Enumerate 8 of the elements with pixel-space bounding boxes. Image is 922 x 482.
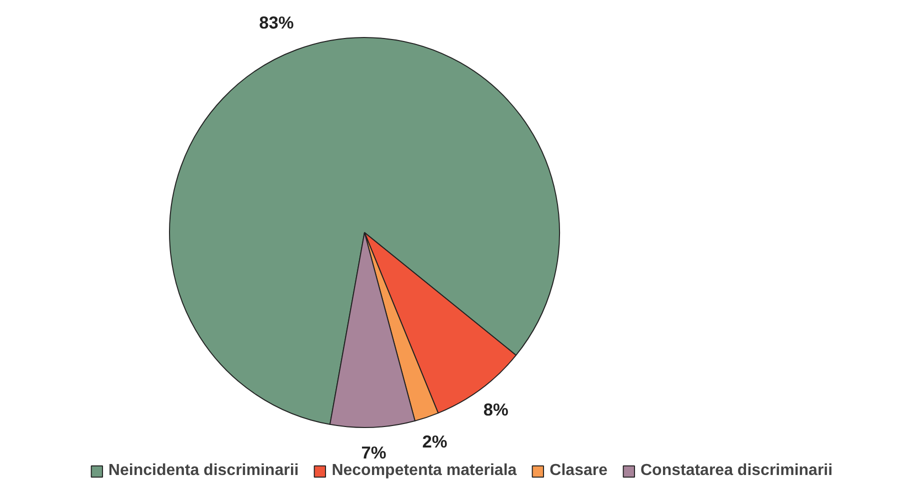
legend-label: Constatarea discriminarii — [640, 462, 833, 480]
data-label: 7% — [361, 442, 386, 463]
data-label: 83% — [259, 12, 294, 32]
legend-label: Clasare — [550, 462, 608, 480]
legend-label: Necompetenta materiala — [332, 462, 517, 480]
legend-label: Neincidenta discriminarii — [108, 462, 299, 480]
data-label: 8% — [483, 399, 508, 420]
data-label: 2% — [422, 431, 448, 452]
